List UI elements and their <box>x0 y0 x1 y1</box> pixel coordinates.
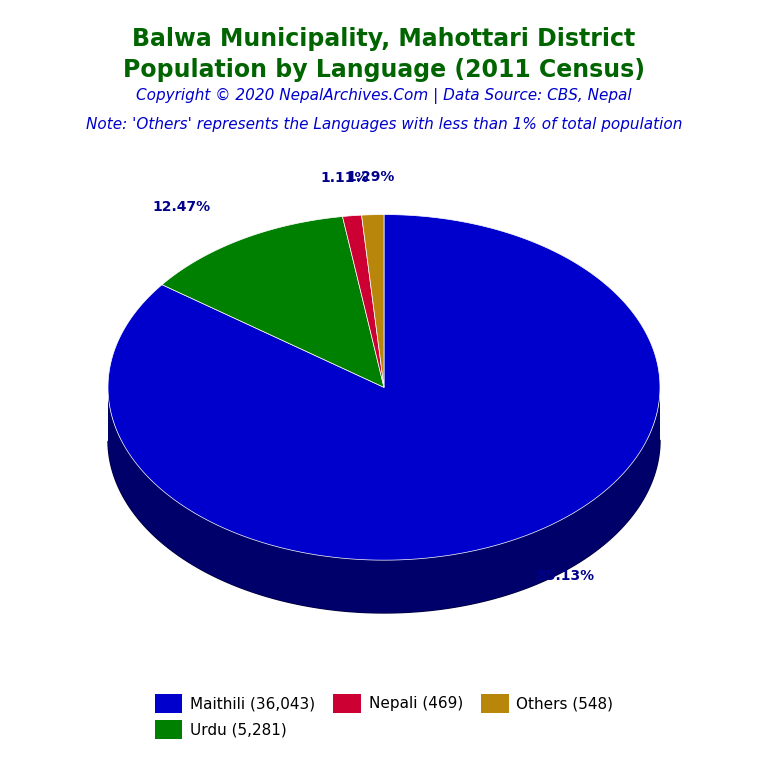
Text: Balwa Municipality, Mahottari District: Balwa Municipality, Mahottari District <box>132 27 636 51</box>
Polygon shape <box>108 214 660 560</box>
Text: 1.11%: 1.11% <box>321 171 369 185</box>
Polygon shape <box>362 214 384 387</box>
Polygon shape <box>108 388 660 613</box>
Text: Copyright © 2020 NepalArchives.Com | Data Source: CBS, Nepal: Copyright © 2020 NepalArchives.Com | Dat… <box>136 88 632 104</box>
Text: 12.47%: 12.47% <box>152 200 210 214</box>
Polygon shape <box>108 440 660 613</box>
Text: 85.13%: 85.13% <box>536 568 594 583</box>
Text: Population by Language (2011 Census): Population by Language (2011 Census) <box>123 58 645 81</box>
Legend: Maithili (36,043), Urdu (5,281), Nepali (469), Others (548): Maithili (36,043), Urdu (5,281), Nepali … <box>149 688 619 745</box>
Text: Note: 'Others' represents the Languages with less than 1% of total population: Note: 'Others' represents the Languages … <box>86 117 682 132</box>
Polygon shape <box>162 217 384 387</box>
Polygon shape <box>343 215 384 387</box>
Text: 1.29%: 1.29% <box>346 170 395 184</box>
